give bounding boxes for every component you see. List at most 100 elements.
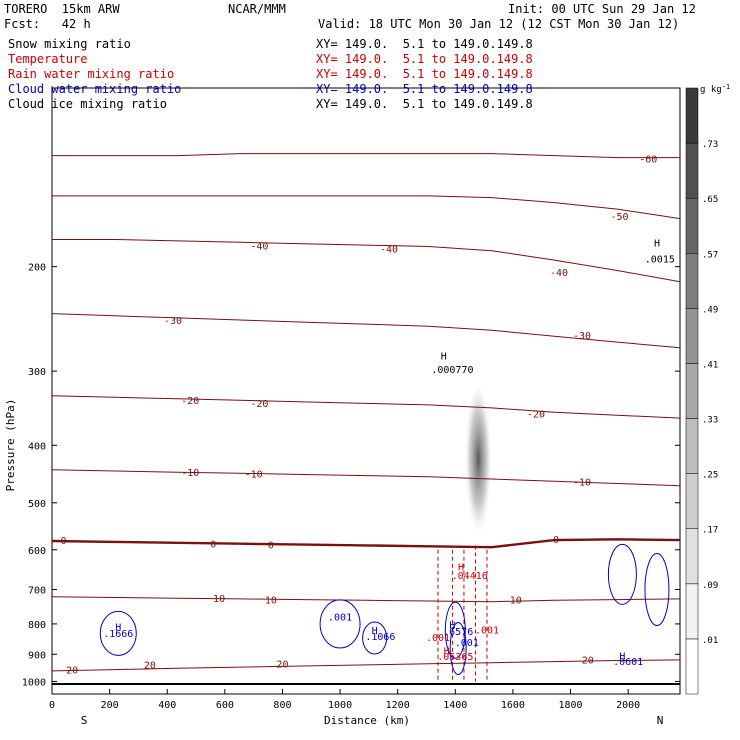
cloud-water-label: H	[449, 621, 455, 632]
cloud-water-contour	[319, 599, 361, 649]
field-xy-cloud-ice: XY= 149.0. 5.1 to 149.0.149.8	[316, 97, 533, 111]
x-tick-label: 1000	[328, 700, 352, 711]
cloud-water-label: .6576	[443, 627, 473, 638]
temperature-contour-label: -20	[527, 410, 545, 421]
cloud-water-contour	[444, 601, 466, 659]
center-title: NCAR/MMM	[228, 2, 286, 16]
colorbar-label: .09	[702, 581, 718, 591]
cloud-water-label: .1066	[365, 632, 395, 643]
temperature-contour-label: 10	[265, 595, 277, 606]
x-tick-label: 400	[158, 700, 176, 711]
x-axis: 0 200 400 600 800 1000 1200 1400 1600 1800 2000	[49, 689, 640, 711]
temperature-contour	[52, 239, 681, 283]
temperature-contour-label: 20	[582, 655, 594, 666]
x-tick-label: 1600	[501, 700, 525, 711]
colorbar-unit-exponent: -1	[722, 83, 730, 91]
colorbar-label: .57	[702, 250, 718, 260]
colorbar-swatch	[685, 418, 699, 474]
temperature-contour-label: -40	[250, 242, 268, 253]
cloud-water-label: .1666	[103, 629, 133, 640]
rain-water-label: H	[444, 646, 450, 657]
cloud-water-label: .001	[455, 638, 479, 649]
colorbar-label: .17	[702, 526, 718, 536]
colorbar-label: .49	[702, 305, 718, 315]
colorbar-swatch	[685, 253, 699, 309]
temperature-contour-label: -40	[550, 268, 568, 279]
valid-time: Valid: 18 UTC Mon 30 Jan 12 (12 CST Mon …	[318, 17, 680, 31]
colorbar-swatch	[685, 473, 699, 529]
colorbar-swatch	[685, 87, 699, 144]
snow-mixing-ratio-shading	[464, 387, 493, 546]
temperature-contour-label: 10	[510, 595, 522, 606]
temperature-contour-label: -50	[610, 212, 628, 223]
temperature-contour-label: 0	[553, 535, 559, 546]
plot-frame	[51, 87, 681, 695]
rain-water-label: .001	[475, 625, 499, 636]
cloud-water-label: .001	[328, 613, 352, 624]
cloud-ice-label: H	[654, 239, 660, 250]
temperature-contour-label: 0	[61, 536, 67, 547]
temperature-contour-label: -10	[573, 477, 591, 488]
temperature-contour	[52, 153, 680, 159]
x-tick-label: 600	[216, 700, 234, 711]
field-name-snow: Snow mixing ratio	[8, 37, 131, 51]
temperature-contour	[51, 395, 681, 419]
x-axis-left-end: S	[81, 714, 88, 727]
temperature-contour-label: 10	[213, 594, 225, 605]
colorbar-label: .25	[702, 471, 718, 481]
y-tick-label: 600	[28, 546, 46, 557]
model-title: TORERO 15km ARW	[4, 2, 120, 16]
temperature-contour-label: -40	[380, 244, 398, 255]
y-tick-label: 200	[28, 263, 46, 274]
rain-water-label: .001	[426, 633, 450, 644]
temperature-contour-label: -20	[181, 396, 199, 407]
field-xy-snow: XY= 149.0. 5.1 to 149.0.149.8	[316, 37, 533, 51]
temperature-contour-label: -30	[164, 316, 182, 327]
colorbar-label: .33	[702, 416, 718, 426]
temperature-contour	[51, 313, 681, 349]
x-tick-label: 0	[49, 700, 55, 711]
cloud-ice-label: .0015	[645, 255, 675, 266]
colorbar-swatch	[685, 638, 699, 695]
colorbar-swatch	[685, 142, 699, 199]
cloud-water-contour	[362, 621, 388, 655]
y-tick-label: 1000	[22, 677, 46, 688]
colorbar-swatch	[685, 308, 699, 364]
x-tick-label: 2000	[616, 700, 640, 711]
x-axis-right-end: N	[657, 714, 664, 727]
temperature-contour-label: 20	[66, 665, 78, 676]
field-name-cloud-water: Cloud water mixing ratio	[8, 82, 182, 96]
x-tick-label: 1800	[558, 700, 582, 711]
temperature-contour	[51, 469, 681, 487]
y-tick-label: 400	[28, 441, 46, 452]
temperature-contour-label: -30	[573, 331, 591, 342]
temperature-contour	[52, 195, 681, 220]
field-name-cloud-ice: Cloud ice mixing ratio	[8, 97, 167, 111]
field-name-temperature: Temperature	[8, 52, 88, 66]
temperature-contour-label: 0	[268, 540, 274, 551]
colorbar-swatch	[685, 197, 699, 254]
temperature-contour-label: -60	[639, 155, 657, 166]
field-name-rain: Rain water mixing ratio	[8, 67, 175, 81]
temperature-contour	[51, 538, 681, 549]
field-xy-temperature: XY= 149.0. 5.1 to 149.0.149.8	[316, 52, 533, 66]
temperature-contour-label: 20	[144, 660, 156, 671]
colorbar: .01 .09 .17 .25 .33 .41 .49 .57 .65 .73 g kg-1	[685, 83, 730, 695]
colorbar-label: .73	[702, 140, 718, 150]
colorbar-swatch	[685, 583, 699, 640]
colorbar-unit: g kg-1	[700, 83, 730, 95]
colorbar-label: .41	[702, 360, 718, 370]
init-time: Init: 00 UTC Sun 29 Jan 12	[508, 2, 696, 16]
x-tick-label: 200	[101, 700, 119, 711]
temperature-contour-label: 0	[210, 540, 216, 551]
temperature-contour-label: -10	[181, 468, 199, 479]
cloud-water-contour	[99, 610, 137, 656]
temperature-contour-label: -20	[250, 399, 268, 410]
y-tick-label: 500	[28, 499, 46, 510]
y-axis-title: Pressure (hPa)	[4, 399, 17, 492]
colorbar-swatch	[685, 528, 699, 585]
rain-water-label: H	[458, 562, 464, 573]
y-tick-label: 900	[28, 650, 46, 661]
